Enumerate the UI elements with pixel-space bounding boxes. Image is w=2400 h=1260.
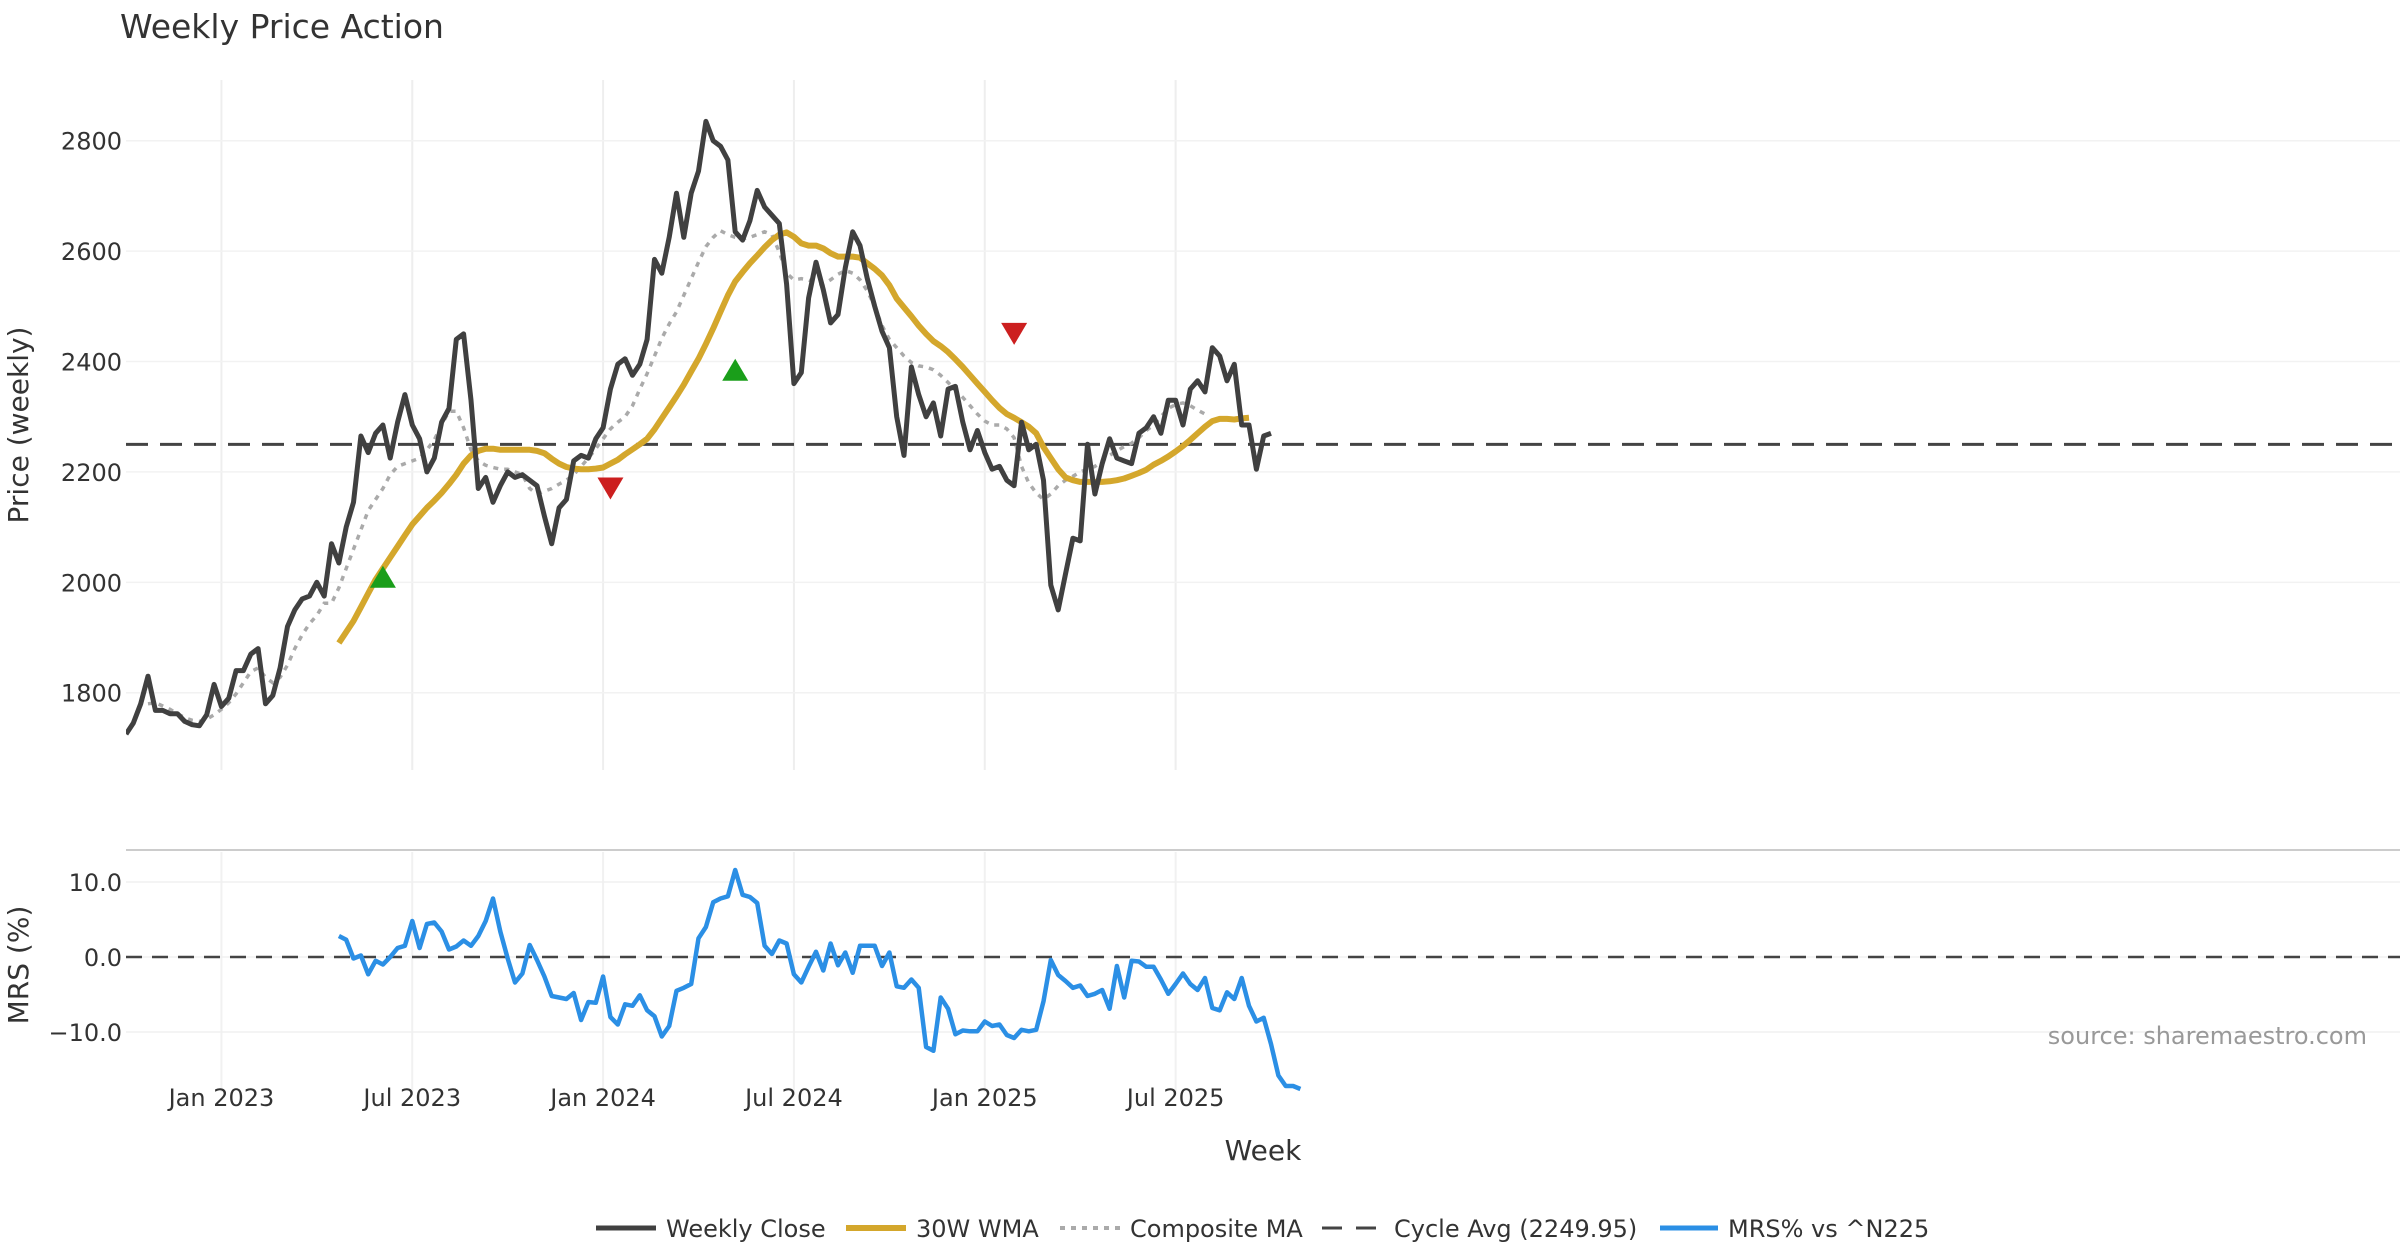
price-y-tick-3: 2400: [61, 349, 122, 377]
x-tick-label-5: Jul 2025: [1125, 1084, 1225, 1112]
legend: Weekly Close 30W WMA Composite MA Cycle …: [596, 1215, 1929, 1243]
mrs-line: [337, 867, 1302, 1092]
x-tick-label-4: Jan 2025: [930, 1084, 1038, 1112]
mrs-y-tick-0: 10.0: [69, 869, 122, 897]
price-y-tick-4: 2600: [61, 238, 122, 266]
signal-buy-marker-2: [722, 358, 749, 381]
composite-ma-line: [147, 228, 1206, 724]
x-tick-label-0: Jan 2023: [167, 1084, 275, 1112]
signal-buy-marker-0: [369, 565, 396, 588]
price-y-tick-0: 1800: [61, 680, 122, 708]
x-tick-label-2: Jan 2024: [548, 1084, 656, 1112]
mrs-y-axis-label: MRS (%): [2, 906, 35, 1025]
weekly-close-line: [126, 118, 1272, 736]
mrs-y-tick-1: 0.0: [84, 944, 122, 972]
chart-title: Weekly Price Action: [120, 7, 444, 46]
x-tick-label-1: Jul 2023: [361, 1084, 461, 1112]
x-tick-labels: Jan 2023 Jul 2023 Jan 2024 Jul 2024 Jan 2025…: [167, 1084, 1225, 1112]
signal-sell-marker-1: [597, 477, 624, 500]
legend-label-weekly-close: Weekly Close: [666, 1215, 826, 1243]
signal-markers: [369, 322, 1028, 588]
price-y-axis-label: Price (weekly): [2, 327, 35, 524]
price-y-tick-5: 2800: [61, 128, 122, 156]
price-y-tick-1: 2000: [61, 569, 122, 597]
legend-label-mrs: MRS% vs ^N225: [1728, 1215, 1929, 1243]
price-y-tick-2: 2200: [61, 459, 122, 487]
signal-sell-marker-3: [1001, 322, 1028, 345]
price-gridlines: [126, 139, 2400, 694]
x-axis-label: Week: [1225, 1134, 1302, 1167]
legend-label-wma: 30W WMA: [916, 1215, 1039, 1243]
mrs-y-tick-labels: 10.0 0.0 −10.0: [48, 869, 122, 1047]
x-tick-label-3: Jul 2024: [743, 1084, 843, 1112]
source-note: source: sharemaestro.com: [2048, 1022, 2367, 1050]
legend-label-composite-ma: Composite MA: [1130, 1215, 1303, 1243]
legend-label-cycle-avg: Cycle Avg (2249.95): [1394, 1215, 1637, 1243]
mrs-y-tick-2: −10.0: [48, 1019, 122, 1047]
price-y-tick-labels: 1800 2000 2200 2400 2600 2800: [61, 128, 122, 708]
